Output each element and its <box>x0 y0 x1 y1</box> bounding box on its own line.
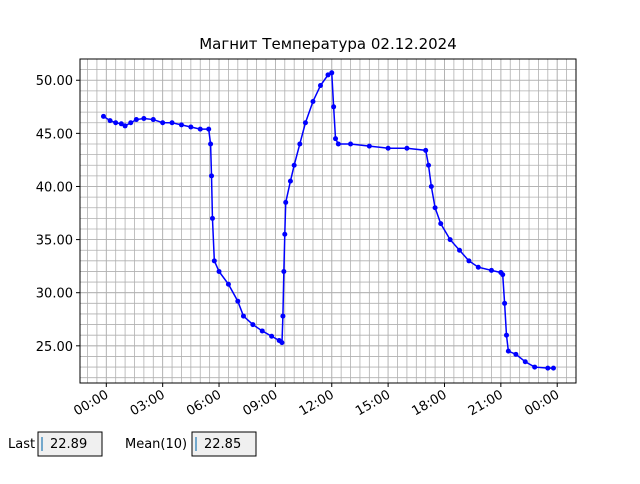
text-box[interactable] <box>37 431 103 457</box>
data-point <box>235 298 241 304</box>
x-tick-label: 00:00 <box>522 387 562 419</box>
data-point <box>513 351 519 357</box>
data-point <box>209 215 215 221</box>
data-point <box>100 113 106 119</box>
data-point <box>282 231 288 237</box>
data-point <box>107 118 113 124</box>
controls: Last 22.89 Mean(10) 22.85 <box>8 431 257 457</box>
data-point <box>404 145 410 151</box>
data-point <box>291 162 297 168</box>
data-point <box>169 120 175 126</box>
data-point <box>178 122 184 128</box>
data-line <box>103 71 554 369</box>
data-point <box>269 333 275 339</box>
data-point <box>466 258 472 264</box>
data-point <box>302 120 308 126</box>
data-point <box>333 136 339 142</box>
data-point <box>188 124 194 130</box>
data-point <box>329 70 335 76</box>
data-point <box>280 313 286 319</box>
data-point <box>335 141 341 147</box>
data-point <box>141 115 147 121</box>
text-box[interactable] <box>191 431 257 457</box>
x-tick-label: 09:00 <box>240 387 280 419</box>
data-point <box>133 117 139 123</box>
data-point <box>505 348 511 354</box>
data-point <box>385 145 391 151</box>
data-point <box>475 264 481 270</box>
data-point <box>150 117 156 123</box>
data-point <box>331 104 337 110</box>
data-point <box>122 123 128 129</box>
data-point <box>216 268 222 274</box>
data-point <box>423 147 429 153</box>
data-point <box>438 221 444 227</box>
data-point <box>211 258 217 264</box>
data-point <box>532 364 538 370</box>
control-label: Mean(10) <box>125 437 187 452</box>
data-point <box>428 183 434 189</box>
data-point <box>118 121 124 127</box>
data-point <box>432 205 438 211</box>
data-point <box>128 120 134 126</box>
y-tick-label: 40.00 <box>36 180 73 195</box>
x-tick-label: 06:00 <box>184 387 224 419</box>
data-point <box>502 300 508 306</box>
data-point <box>297 141 303 147</box>
x-tick-label: 18:00 <box>410 387 450 419</box>
plot-frame <box>79 58 577 384</box>
x-tick-label: 03:00 <box>128 387 168 419</box>
y-tick-label: 35.00 <box>36 234 73 249</box>
data-point <box>317 83 323 89</box>
y-tick-label: 30.00 <box>36 287 73 302</box>
x-tick-label: 15:00 <box>353 387 393 419</box>
data-point <box>310 98 316 104</box>
y-tick-label: 25.00 <box>36 340 73 355</box>
x-tick-label: 12:00 <box>297 387 337 419</box>
data-point <box>488 267 494 273</box>
data-point <box>250 322 256 328</box>
data-point <box>287 178 293 184</box>
text-box-value[interactable]: 22.85 <box>204 437 241 452</box>
data-point <box>281 268 287 274</box>
data-point <box>426 162 432 168</box>
data-point <box>209 173 215 179</box>
data-point <box>348 141 354 147</box>
data-point <box>208 141 214 147</box>
data-point <box>206 126 212 132</box>
y-tick-label: 45.00 <box>36 127 73 142</box>
data-point <box>457 247 463 253</box>
x-tick-label: 21:00 <box>466 387 506 419</box>
y-tick-label: 50.00 <box>36 74 73 89</box>
x-tick-label: 00:00 <box>71 387 111 419</box>
data-point <box>545 365 551 371</box>
data-point <box>283 199 289 205</box>
data-point <box>550 365 556 371</box>
data-point <box>366 143 372 149</box>
data-point <box>279 340 285 346</box>
data-point <box>160 120 166 126</box>
data-point <box>197 126 203 132</box>
text-box-value[interactable]: 22.89 <box>50 437 87 452</box>
data-point <box>325 72 331 78</box>
data-point <box>225 281 231 287</box>
data-point <box>240 313 246 319</box>
data-point <box>500 272 506 278</box>
data-point <box>259 328 265 334</box>
chart-title: Магнит Температура 02.12.2024 <box>199 35 457 53</box>
data-point <box>503 332 509 338</box>
data-point <box>522 359 528 365</box>
data-point <box>113 120 119 126</box>
control-label: Last <box>8 437 35 452</box>
data-point <box>447 237 453 243</box>
